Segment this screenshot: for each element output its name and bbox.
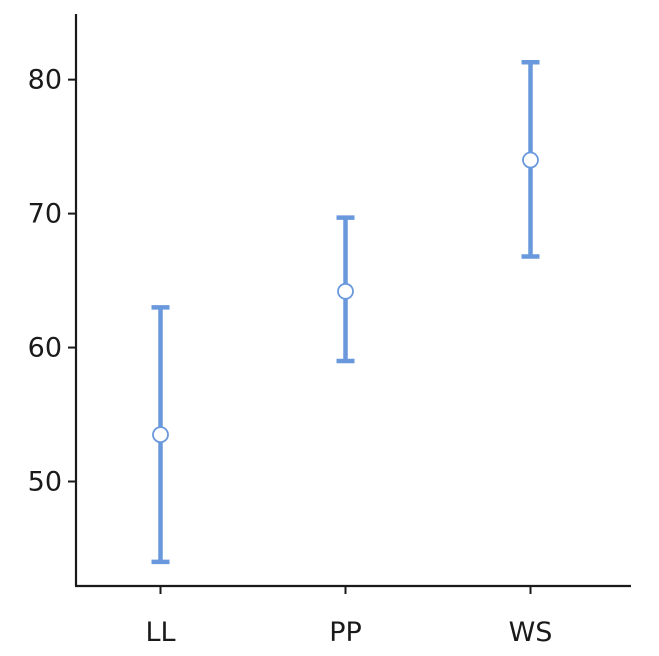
- data-point: [337, 282, 354, 300]
- y-tick-label: 80: [28, 65, 62, 96]
- plot-area: [151, 59, 540, 565]
- data-point: [522, 151, 539, 169]
- y-axis: 50 60 70 80: [28, 65, 76, 498]
- y-tick-label: 70: [28, 199, 62, 230]
- data-point: [152, 426, 169, 444]
- y-tick-label: 50: [28, 467, 62, 498]
- x-axis: LL PP WS: [145, 586, 552, 648]
- x-tick-label: WS: [509, 617, 553, 648]
- y-tick-label: 60: [28, 333, 62, 364]
- x-tick-label: LL: [145, 617, 175, 648]
- x-tick-label: PP: [329, 617, 362, 648]
